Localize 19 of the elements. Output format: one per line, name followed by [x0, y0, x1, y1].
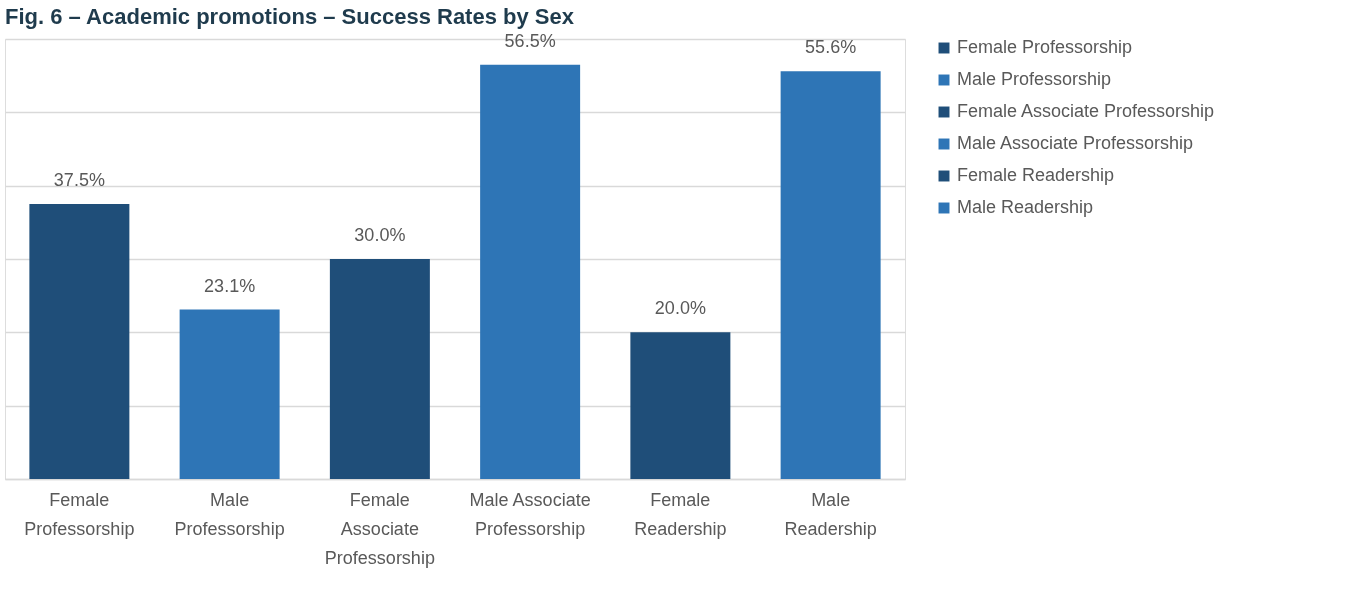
x-tick-label: Female Readership [634, 489, 727, 539]
x-tick-label: Male Associate Professorship [469, 489, 591, 539]
chart-title: Fig. 6 – Academic promotions – Success Rates by Sex [5, 3, 575, 29]
legend-label: Male Readership [957, 197, 1094, 217]
x-tick-label: Male Professorship [174, 489, 285, 539]
data-label: 37.5% [53, 170, 105, 190]
legend-label: Male Associate Professorship [957, 133, 1194, 153]
data-label: 30.0% [354, 225, 406, 245]
data-label: 55.6% [805, 37, 857, 58]
data-label: 20.0% [654, 298, 706, 319]
x-tick-label: Female Associate Professorship [324, 489, 435, 568]
data-label: 23.1% [204, 275, 256, 296]
legend-label: Male Professorship [957, 69, 1112, 89]
x-tick-label: Male Readership [784, 489, 877, 539]
legend-label: Female Readership [957, 165, 1115, 185]
x-tick-label: Female Professorship [24, 489, 135, 539]
legend-label: Female Professorship [957, 37, 1133, 57]
legend-label: Female Associate Professorship [957, 101, 1215, 121]
data-label: 56.5% [504, 30, 556, 51]
